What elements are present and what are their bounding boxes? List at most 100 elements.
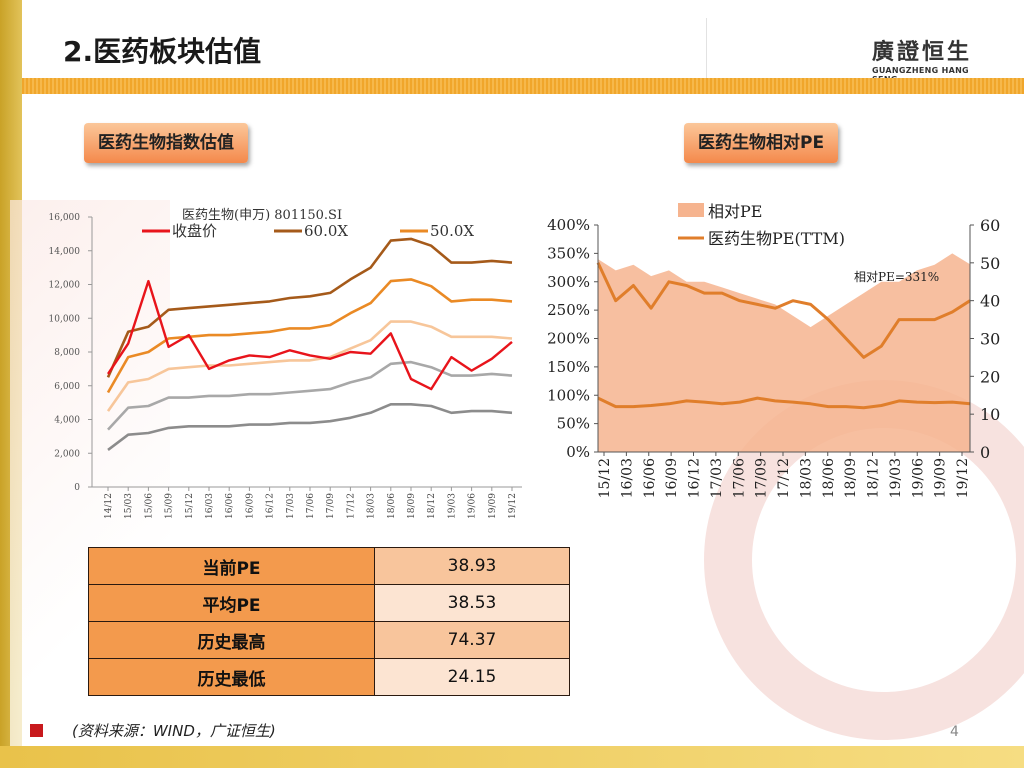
x-tick-label: 16/06 bbox=[225, 493, 235, 519]
x-tick-label: 19/12 bbox=[508, 493, 518, 519]
x-tick-label: 16/03 bbox=[205, 493, 215, 519]
x-tick-label: 17/03 bbox=[286, 493, 296, 519]
x-tick-label: 15/09 bbox=[165, 493, 175, 519]
x-tick-label: 18/03 bbox=[798, 458, 814, 498]
footer-red-square bbox=[30, 724, 43, 737]
left-tick-label: 100% bbox=[547, 386, 590, 404]
x-tick-label: 19/06 bbox=[910, 458, 926, 498]
series-line bbox=[106, 320, 513, 412]
index-valuation-chart: 0 2,000 4,000 6,000 8,000 10,000 12,000 14,000 1… bbox=[30, 200, 530, 534]
x-tick-label: 19/09 bbox=[933, 458, 949, 498]
chart2-svg: 0% 50% 100% 150% 200% 250% 300% 350% 400% 0 10 20 30… bbox=[547, 202, 1000, 498]
x-tick-label: 17/09 bbox=[326, 493, 336, 519]
header-bar bbox=[22, 78, 1024, 94]
x-tick-label: 19/06 bbox=[468, 493, 478, 519]
y-tick-label: 12,000 bbox=[49, 281, 81, 291]
x-tick-label: 19/03 bbox=[888, 458, 904, 498]
x-tick-label: 17/06 bbox=[731, 458, 747, 498]
legend-label: 60.0X bbox=[304, 222, 348, 240]
left-tick-label: 150% bbox=[547, 358, 590, 376]
badge-right: 医药生物相对PE bbox=[684, 123, 839, 163]
pe-value: 74.37 bbox=[374, 621, 570, 659]
series-line bbox=[107, 403, 513, 451]
pe-table: 当前PE 38.93 平均PE 38.53 历史最高 74.37 历史最低 24… bbox=[88, 547, 570, 696]
pe-value: 38.93 bbox=[374, 547, 570, 585]
x-tick-label: 18/06 bbox=[821, 458, 837, 498]
annotation-label: 相对PE=331% bbox=[854, 270, 939, 284]
x-tick-label: 17/06 bbox=[306, 493, 316, 519]
table-row: 历史最低 24.15 bbox=[88, 658, 570, 696]
legend-swatch bbox=[678, 203, 704, 217]
legend-label: 相对PE bbox=[708, 202, 762, 221]
y-tick-label: 6,000 bbox=[54, 382, 80, 392]
y-tick-label: 8,000 bbox=[54, 348, 80, 358]
page-title: 2.医药板块估值 bbox=[63, 35, 262, 68]
table-row: 平均PE 38.53 bbox=[88, 584, 570, 622]
left-tick-label: 400% bbox=[547, 216, 590, 234]
x-tick-label: 18/06 bbox=[387, 493, 397, 519]
x-tick-label: 18/09 bbox=[843, 458, 859, 498]
relative-pe-chart: 0% 50% 100% 150% 200% 250% 300% 350% 400% 0 10 20 30… bbox=[530, 195, 1010, 519]
x-tick-label: 18/12 bbox=[427, 493, 437, 519]
pe-label: 当前PE bbox=[88, 547, 375, 585]
pe-label: 平均PE bbox=[88, 584, 375, 622]
x-tick-label: 16/12 bbox=[687, 458, 703, 498]
left-tick-label: 250% bbox=[547, 301, 590, 319]
right-tick-label: 60 bbox=[980, 216, 1000, 235]
x-tick-label: 15/03 bbox=[124, 493, 134, 519]
series-line-50.0X bbox=[106, 278, 513, 394]
left-tick-label: 0% bbox=[566, 443, 590, 461]
x-tick-label: 17/09 bbox=[754, 458, 770, 498]
chart1-svg: 0 2,000 4,000 6,000 8,000 10,000 12,000 14,000 1… bbox=[49, 208, 522, 519]
x-tick-label: 16/09 bbox=[664, 458, 680, 498]
right-tick-label: 10 bbox=[980, 405, 1000, 424]
y-tick-label: 0 bbox=[74, 483, 80, 493]
page-number: 4 bbox=[950, 724, 959, 740]
series-line bbox=[597, 396, 971, 410]
right-tick-label: 0 bbox=[980, 443, 990, 462]
x-tick-label: 16/09 bbox=[245, 493, 255, 519]
y-tick-label: 16,000 bbox=[49, 213, 81, 223]
left-tick-label: 50% bbox=[557, 415, 590, 433]
badge-left: 医药生物指数估值 bbox=[84, 123, 248, 163]
legend-label: 收盘价 bbox=[172, 222, 217, 240]
x-tick-label: 16/03 bbox=[619, 458, 635, 498]
x-tick-label: 18/03 bbox=[367, 493, 377, 519]
x-tick-label: 18/09 bbox=[407, 493, 417, 519]
logo-chinese: 廣證恒生 bbox=[872, 40, 973, 65]
source-note: (资料来源：WIND，广证恒生) bbox=[72, 722, 276, 740]
pe-value: 24.15 bbox=[374, 658, 570, 696]
x-tick-label: 17/03 bbox=[709, 458, 725, 498]
pe-value: 38.53 bbox=[374, 584, 570, 622]
left-tick-label: 350% bbox=[547, 244, 590, 262]
chart1-title: 医药生物(申万) 801150.SI bbox=[182, 208, 342, 223]
legend-label: 50.0X bbox=[430, 222, 474, 240]
left-tick-label: 200% bbox=[547, 330, 590, 348]
series-line bbox=[107, 360, 513, 431]
series-line-收盘价 bbox=[107, 279, 513, 391]
table-row: 当前PE 38.93 bbox=[88, 547, 570, 585]
x-tick-label: 18/12 bbox=[866, 458, 882, 498]
x-tick-label: 14/12 bbox=[104, 493, 114, 519]
y-tick-label: 2,000 bbox=[54, 449, 80, 459]
x-tick-label: 15/06 bbox=[144, 493, 154, 519]
y-tick-label: 14,000 bbox=[49, 247, 81, 257]
x-tick-label: 19/03 bbox=[447, 493, 457, 519]
x-tick-label: 16/12 bbox=[266, 493, 276, 519]
y-tick-label: 10,000 bbox=[49, 314, 81, 324]
x-tick-label: 17/12 bbox=[346, 493, 356, 519]
x-tick-label: 19/09 bbox=[488, 493, 498, 519]
right-tick-label: 40 bbox=[980, 292, 1000, 311]
x-tick-label: 19/12 bbox=[955, 458, 971, 498]
header-divider bbox=[706, 18, 707, 78]
legend-label: 医药生物PE(TTM) bbox=[708, 229, 845, 248]
series-line-60.0X bbox=[106, 237, 513, 378]
bottom-bar bbox=[0, 746, 1024, 768]
series-line-医药生物PE(TTM) bbox=[596, 262, 971, 359]
pe-label: 历史最高 bbox=[88, 621, 375, 659]
x-tick-label: 17/12 bbox=[776, 458, 792, 498]
right-tick-label: 50 bbox=[980, 254, 1000, 273]
pe-label: 历史最低 bbox=[88, 658, 375, 696]
x-tick-label: 15/12 bbox=[185, 493, 195, 519]
table-row: 历史最高 74.37 bbox=[88, 621, 570, 659]
